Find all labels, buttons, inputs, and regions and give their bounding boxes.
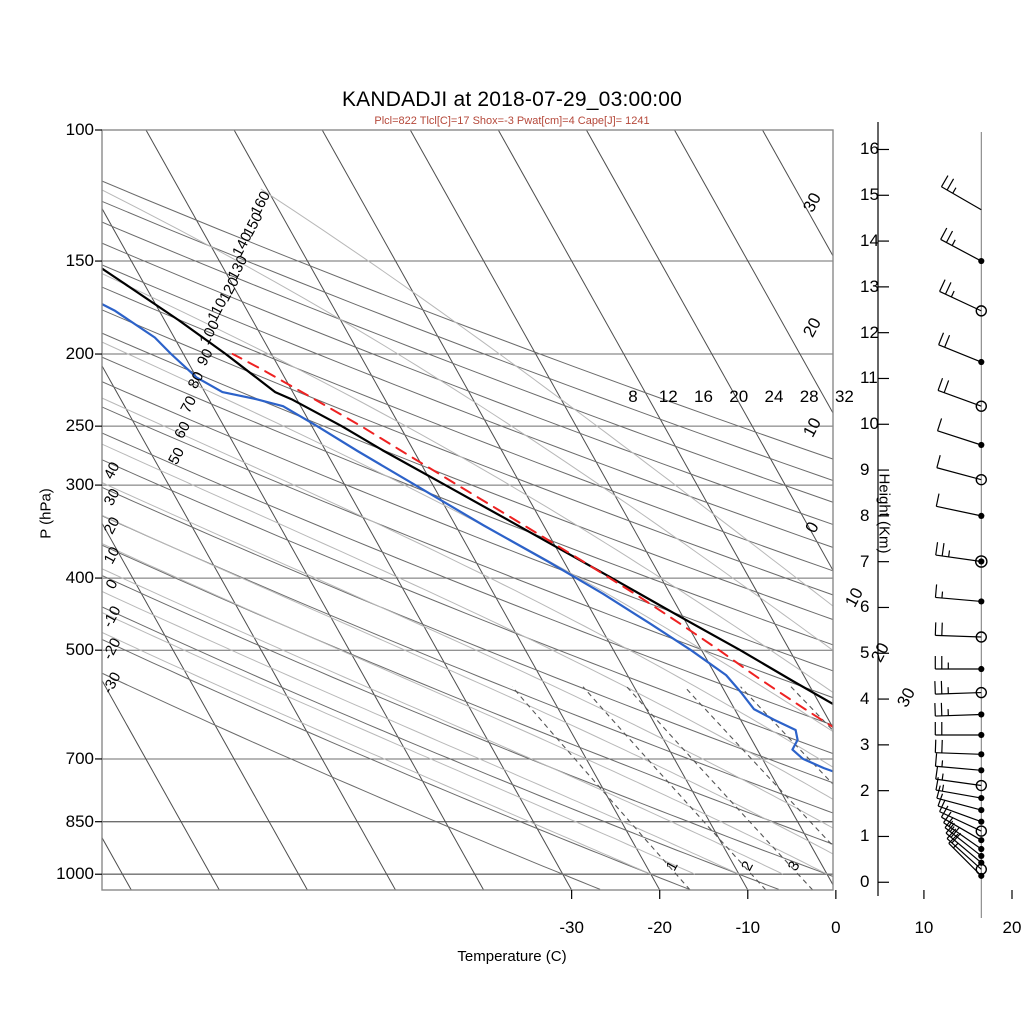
height-tick-13: 13 bbox=[860, 276, 879, 296]
pressure-tick-500: 500 bbox=[65, 640, 94, 660]
svg-text:20: 20 bbox=[729, 387, 748, 406]
height-tick-6: 6 bbox=[860, 597, 870, 617]
height-tick-4: 4 bbox=[860, 689, 870, 709]
temperature-axis-ticks: -30-20-10010203040 bbox=[0, 918, 1024, 948]
height-tick-12: 12 bbox=[860, 322, 879, 342]
svg-text:90: 90 bbox=[194, 346, 217, 369]
svg-text:1: 1 bbox=[663, 858, 682, 873]
temperature-tick--10: -10 bbox=[735, 918, 761, 937]
temperature-tick--20: -20 bbox=[647, 918, 672, 937]
svg-text:10: 10 bbox=[799, 415, 825, 441]
pressure-tick-1000: 1000 bbox=[56, 864, 94, 884]
pressure-tick-700: 700 bbox=[65, 748, 94, 768]
height-tick-0: 0 bbox=[860, 872, 870, 892]
temperature-tick-0: 0 bbox=[831, 918, 841, 937]
svg-text:-20: -20 bbox=[99, 635, 124, 662]
svg-text:20: 20 bbox=[799, 315, 825, 341]
svg-text:32: 32 bbox=[835, 387, 854, 406]
svg-text:24: 24 bbox=[764, 387, 783, 406]
height-tick-15: 15 bbox=[860, 185, 879, 205]
svg-text:20: 20 bbox=[867, 640, 893, 666]
height-tick-3: 3 bbox=[860, 734, 870, 754]
height-tick-9: 9 bbox=[860, 460, 870, 480]
svg-text:0: 0 bbox=[103, 577, 122, 592]
svg-text:28: 28 bbox=[800, 387, 819, 406]
svg-text:70: 70 bbox=[177, 393, 200, 416]
svg-text:50: 50 bbox=[165, 445, 188, 468]
pressure-tick-100: 100 bbox=[65, 120, 94, 139]
height-tick-14: 14 bbox=[860, 231, 879, 251]
svg-text:40: 40 bbox=[101, 459, 124, 482]
height-tick-16: 16 bbox=[860, 139, 879, 159]
temperature-tick--30: -30 bbox=[559, 918, 584, 937]
page-title: KANDADJI at 2018-07-29_03:00:00 bbox=[341, 88, 683, 111]
svg-text:16: 16 bbox=[694, 387, 713, 406]
pressure-tick-850: 850 bbox=[65, 811, 94, 831]
svg-text:12: 12 bbox=[659, 387, 678, 406]
height-tick-7: 7 bbox=[860, 551, 870, 571]
height-tick-8: 8 bbox=[860, 505, 870, 525]
svg-text:80: 80 bbox=[185, 369, 208, 392]
svg-text:10: 10 bbox=[841, 585, 867, 611]
svg-text:30: 30 bbox=[799, 190, 825, 216]
pressure-tick-250: 250 bbox=[65, 416, 94, 436]
svg-text:8: 8 bbox=[628, 387, 637, 406]
temperature-tick-20: 20 bbox=[1002, 918, 1022, 937]
svg-text:20: 20 bbox=[101, 514, 124, 537]
svg-text:60: 60 bbox=[171, 419, 194, 442]
pressure-tick-400: 400 bbox=[65, 568, 94, 588]
temperature-tick-10: 10 bbox=[914, 918, 934, 937]
height-tick-1: 1 bbox=[860, 826, 870, 846]
pressure-tick-300: 300 bbox=[65, 475, 94, 495]
height-tick-11: 11 bbox=[860, 368, 878, 388]
height-tick-2: 2 bbox=[860, 780, 870, 800]
pressure-tick-150: 150 bbox=[65, 251, 94, 271]
svg-text:10: 10 bbox=[101, 544, 124, 567]
height-tick-5: 5 bbox=[860, 643, 870, 663]
svg-text:30: 30 bbox=[101, 486, 124, 509]
height-axis-ticks: 0 1 2 3 4 5 6 7 8 9 10 11 12 13 14 15 16 bbox=[860, 0, 920, 1024]
sounding-indices-subtitle: Plcl=822 Tlcl[C]=17 Shox=-3 Pwat[cm]=4 C… bbox=[374, 115, 650, 127]
x-axis-label: Temperature (C) bbox=[457, 948, 567, 965]
svg-text:0: 0 bbox=[802, 519, 823, 536]
svg-text:30: 30 bbox=[893, 685, 919, 711]
height-tick-10: 10 bbox=[860, 414, 879, 434]
pressure-tick-200: 200 bbox=[65, 344, 94, 364]
pressure-axis-ticks: 100 150 200 250 300 400 500 700 850 1000 bbox=[34, 0, 94, 1024]
